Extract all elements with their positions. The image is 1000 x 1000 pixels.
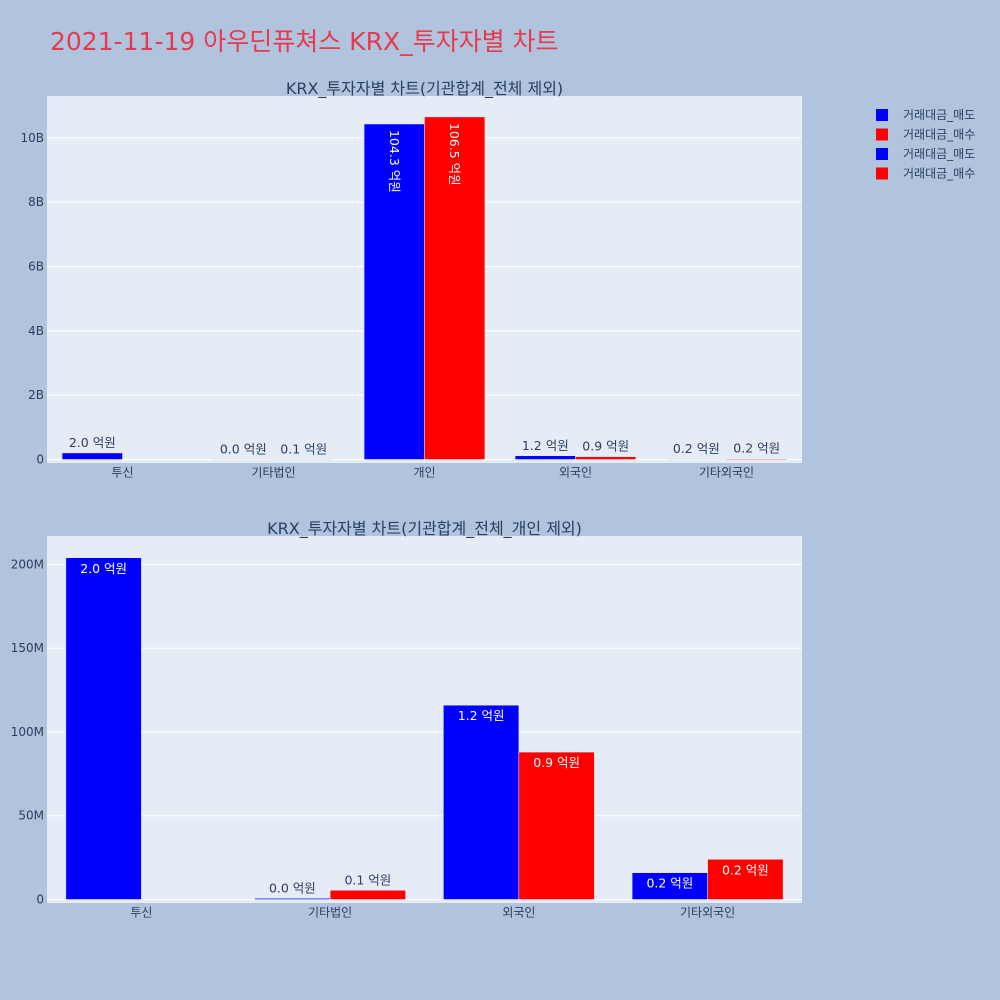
data-label: 0.2 억원 bbox=[646, 876, 693, 891]
plot-area-2 bbox=[47, 536, 802, 903]
legend-label: 거래대금_매도 bbox=[903, 108, 975, 122]
y-tick-label: 200M bbox=[11, 557, 44, 571]
y-tick-label: 50M bbox=[18, 809, 44, 823]
data-label: 0.9 억원 bbox=[582, 439, 629, 454]
data-label: 1.2 억원 bbox=[458, 708, 505, 723]
legend-swatch bbox=[876, 167, 888, 180]
y-tick-label: 150M bbox=[11, 641, 44, 655]
x-tick-label: 기타외국인 bbox=[680, 906, 735, 920]
data-label: 0.0 억원 bbox=[220, 441, 267, 456]
x-tick-label: 기타법인 bbox=[308, 906, 352, 920]
y-tick-label: 100M bbox=[11, 725, 44, 739]
bar-buy bbox=[518, 751, 595, 900]
bar-buy bbox=[575, 456, 637, 460]
bar-sell bbox=[514, 455, 576, 460]
bar-sell bbox=[254, 898, 331, 900]
legend-label: 거래대금_매수 bbox=[903, 128, 975, 142]
bar-sell bbox=[631, 872, 708, 900]
bar-buy bbox=[707, 859, 784, 900]
bar-sell bbox=[65, 557, 142, 900]
x-tick-label: 개인 bbox=[413, 466, 435, 480]
data-label: 2.0 억원 bbox=[69, 435, 116, 450]
bar-sell bbox=[665, 458, 727, 460]
legend-swatch bbox=[876, 109, 888, 121]
page-title: 2021-11-19 아우딘퓨쳐스 KRX_투자자별 차트 bbox=[50, 27, 559, 56]
data-label: 0.0 억원 bbox=[269, 880, 316, 895]
legend-swatch bbox=[876, 128, 888, 141]
x-tick-label: 외국인 bbox=[502, 906, 535, 920]
data-label: 2.0 억원 bbox=[80, 561, 127, 576]
x-tick-label: 투신 bbox=[130, 906, 152, 920]
bar-sell bbox=[61, 452, 123, 460]
data-label: 0.1 억원 bbox=[344, 872, 391, 887]
y-tick-label: 6B bbox=[28, 259, 44, 273]
legend-label: 거래대금_매수 bbox=[903, 167, 975, 181]
data-label: 0.9 억원 bbox=[533, 755, 580, 770]
x-tick-label: 외국인 bbox=[559, 466, 592, 480]
bar-sell bbox=[443, 704, 520, 900]
legend-label: 거래대금_매도 bbox=[903, 147, 975, 161]
chart-title-1: KRX_투자자별 차트(기관합계_전체 제외) bbox=[286, 79, 563, 99]
data-label: 0.2 억원 bbox=[722, 862, 769, 877]
data-label: 104.3 억원 bbox=[387, 130, 402, 193]
data-label: 0.2 억원 bbox=[673, 441, 720, 456]
x-tick-label: 기타외국인 bbox=[699, 466, 754, 480]
y-tick-label: 2B bbox=[28, 388, 44, 402]
legend-swatch bbox=[876, 148, 888, 160]
y-tick-label: 0 bbox=[36, 453, 44, 467]
bar-buy bbox=[726, 458, 788, 460]
y-tick-label: 10B bbox=[20, 131, 44, 145]
y-tick-label: 8B bbox=[28, 195, 44, 209]
y-tick-label: 4B bbox=[28, 324, 44, 338]
x-tick-label: 기타법인 bbox=[251, 466, 295, 480]
data-label: 106.5 억원 bbox=[447, 123, 462, 186]
x-tick-label: 투신 bbox=[111, 466, 133, 480]
bar-buy bbox=[424, 116, 486, 460]
y-tick-label: 0 bbox=[36, 893, 44, 907]
data-label: 0.1 억원 bbox=[280, 441, 327, 456]
chart-title-2: KRX_투자자별 차트(기관합계_전체_개인 제외) bbox=[267, 519, 582, 539]
data-label: 1.2 억원 bbox=[522, 438, 569, 453]
bar-sell bbox=[363, 123, 425, 460]
bar-buy bbox=[329, 890, 406, 900]
data-label: 0.2 억원 bbox=[733, 441, 780, 456]
